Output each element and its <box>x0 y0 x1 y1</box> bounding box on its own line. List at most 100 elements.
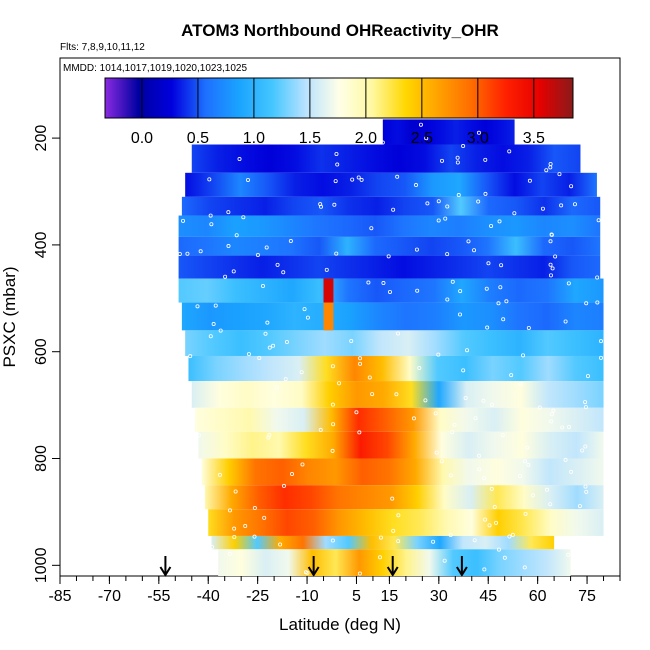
x-tick-label: -10 <box>295 588 318 605</box>
sample-point <box>482 567 487 572</box>
sample-point <box>595 275 600 280</box>
sample-point <box>548 161 553 166</box>
sample-point <box>198 249 203 254</box>
sample-point <box>567 425 572 430</box>
sample-point <box>466 239 471 244</box>
y-tick-label: 200 <box>33 125 50 152</box>
sample-point <box>386 254 391 259</box>
sample-point <box>452 422 457 427</box>
sample-point <box>443 216 448 221</box>
heatmap-band <box>181 196 601 216</box>
sample-point <box>585 374 590 379</box>
sample-point <box>530 493 535 498</box>
sample-point <box>324 267 329 272</box>
sample-point <box>563 319 568 324</box>
sample-point <box>367 375 372 380</box>
sample-point <box>333 179 338 184</box>
sample-point <box>414 247 419 252</box>
sample-point <box>548 273 553 278</box>
sample-point <box>517 474 522 479</box>
sample-point <box>423 398 428 403</box>
sample-point <box>481 398 486 403</box>
sample-point <box>232 526 237 531</box>
sample-point <box>486 261 491 266</box>
y-tick-label: 1000 <box>33 547 50 583</box>
sample-point <box>330 364 335 369</box>
sample-point <box>264 245 269 250</box>
sample-point <box>434 450 439 455</box>
sample-point <box>551 408 556 413</box>
sample-point <box>305 315 310 320</box>
sample-point <box>418 122 423 127</box>
sample-point <box>218 328 223 333</box>
sample-point <box>483 517 488 522</box>
sample-point <box>390 496 395 501</box>
sample-point <box>241 215 246 220</box>
sample-point <box>497 219 502 224</box>
sample-point <box>477 467 482 472</box>
y-axis-title: PSXC (mbar) <box>0 266 19 367</box>
sample-point <box>509 373 514 378</box>
heatmap-band <box>191 144 581 173</box>
sample-point <box>394 392 399 397</box>
sample-point <box>425 201 430 206</box>
sample-point <box>496 301 501 306</box>
y-axis: 200 400 600 800 1000 <box>33 125 60 583</box>
sample-point <box>583 444 588 449</box>
sample-point <box>563 457 568 462</box>
sample-point <box>557 172 562 177</box>
sample-point <box>210 545 215 550</box>
sample-point <box>350 177 355 182</box>
sample-point <box>544 487 549 492</box>
sample-point <box>366 280 371 285</box>
sample-point <box>227 508 232 513</box>
sample-point <box>331 422 336 427</box>
sample-point <box>300 462 305 467</box>
sample-point <box>283 377 288 382</box>
sample-point <box>489 223 494 228</box>
sample-point <box>334 251 339 256</box>
sample-point <box>252 534 257 539</box>
latitude-arrow-head <box>386 566 399 577</box>
sample-point <box>512 211 517 216</box>
sample-point <box>349 339 354 344</box>
sample-point <box>499 263 504 268</box>
sample-point <box>537 405 542 410</box>
sample-point <box>507 534 512 539</box>
sample-point <box>357 430 362 435</box>
sample-point <box>281 483 286 488</box>
colorbar-tick-label: 1.0 <box>243 130 265 147</box>
sample-point <box>195 304 200 309</box>
sample-point <box>455 155 460 160</box>
sample-point <box>271 343 276 348</box>
sample-point <box>381 281 386 286</box>
sample-point <box>583 400 588 405</box>
sample-point <box>302 307 307 312</box>
sample-point <box>387 289 392 294</box>
sample-point <box>299 370 304 375</box>
sample-point <box>234 233 239 238</box>
sample-point <box>502 555 507 560</box>
sample-point <box>472 538 477 543</box>
sample-point <box>523 511 528 516</box>
sample-point <box>359 177 364 182</box>
sample-point <box>395 174 400 179</box>
sample-point <box>305 570 310 575</box>
sample-point <box>257 355 262 360</box>
sample-point <box>501 317 506 322</box>
sample-point <box>318 427 323 432</box>
sample-point <box>391 207 396 212</box>
sample-point <box>318 202 323 207</box>
colorbar-tick-label: 3.0 <box>467 130 489 147</box>
sample-point <box>415 288 420 293</box>
sample-point <box>433 411 438 416</box>
sample-point <box>476 130 481 135</box>
sample-point <box>211 322 216 327</box>
sample-point <box>208 213 213 218</box>
sample-point <box>461 368 466 373</box>
sample-point <box>559 203 564 208</box>
sample-point <box>477 453 482 458</box>
sample-point <box>226 210 231 215</box>
sample-point <box>391 528 396 533</box>
